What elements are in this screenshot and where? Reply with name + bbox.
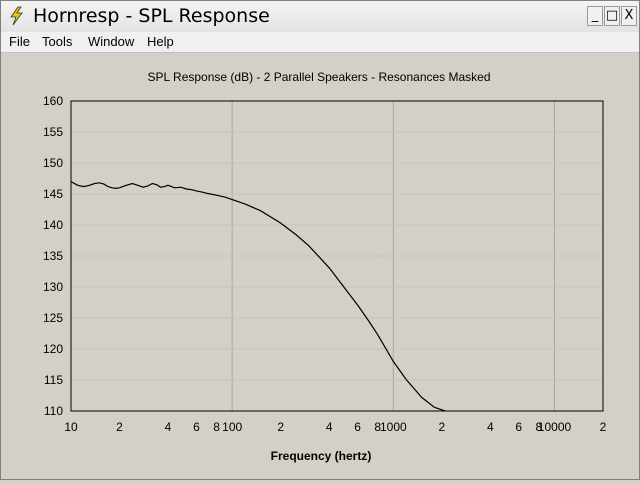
y-tick-label: 145: [43, 187, 63, 201]
x-tick-label: 2: [438, 420, 445, 434]
x-tick-label: 8: [374, 420, 381, 434]
minimize-button[interactable]: _: [587, 6, 603, 26]
menu-window[interactable]: Window: [88, 34, 135, 49]
menu-bar: File Tools Window Help: [1, 32, 639, 53]
window-title: Hornresp - SPL Response: [33, 5, 270, 27]
x-tick-label: 6: [193, 420, 200, 434]
x-axis-label: Frequency (hertz): [271, 449, 372, 463]
x-tick-label: 10000: [538, 420, 572, 434]
x-tick-label: 4: [326, 420, 333, 434]
y-tick-label: 150: [43, 156, 63, 170]
plot-frame: [70, 100, 604, 412]
y-tick-label: 110: [44, 404, 63, 418]
x-tick-label: 2: [116, 420, 123, 434]
y-tick-label: 115: [44, 373, 63, 387]
y-tick-label: 160: [43, 94, 63, 108]
chart-title: SPL Response (dB) - 2 Parallel Speakers …: [147, 70, 490, 84]
x-tick-label: 10: [64, 420, 78, 434]
x-tick-label: 4: [165, 420, 172, 434]
x-tick-label: 6: [515, 420, 522, 434]
maximize-button[interactable]: □: [604, 6, 620, 26]
menu-help[interactable]: Help: [147, 34, 174, 49]
x-tick-label: 2: [600, 420, 607, 434]
x-tick-label: 8: [536, 420, 543, 434]
x-tick-label: 6: [354, 420, 361, 434]
x-tick-label: 100: [222, 420, 242, 434]
chart-area: SPL Response (dB) - 2 Parallel Speakers …: [1, 53, 639, 479]
title-bar[interactable]: Hornresp - SPL Response _ □ X: [1, 1, 639, 33]
lightning-icon: [10, 6, 23, 26]
menu-file[interactable]: File: [9, 34, 30, 49]
y-tick-label: 135: [43, 249, 63, 263]
x-tick-label: 2: [277, 420, 284, 434]
x-tick-label: 8: [213, 420, 220, 434]
x-tick-label: 4: [487, 420, 494, 434]
y-tick-label: 130: [43, 280, 63, 294]
spl-chart: SPL Response (dB) - 2 Parallel Speakers …: [43, 70, 607, 463]
x-tick-label: 1000: [380, 420, 407, 434]
menu-tools[interactable]: Tools: [42, 34, 73, 49]
spl-curve: [70, 181, 446, 412]
chart-grid: [71, 100, 604, 412]
chart-series: [70, 181, 446, 412]
y-tick-label: 155: [43, 125, 63, 139]
y-axis: 110 115 120 125 130 135 140 145 150 155 160: [43, 94, 63, 418]
y-tick-label: 125: [43, 311, 63, 325]
y-tick-label: 140: [43, 218, 63, 232]
y-tick-label: 120: [43, 342, 63, 356]
close-button[interactable]: X: [621, 6, 637, 26]
